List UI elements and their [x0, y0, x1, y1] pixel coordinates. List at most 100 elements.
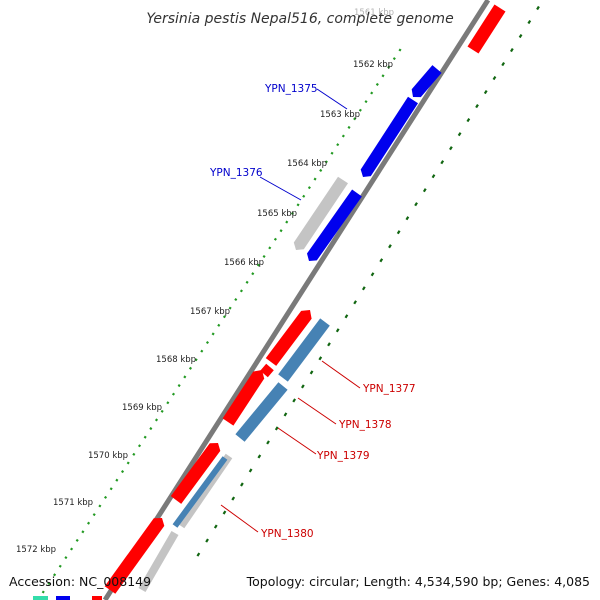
outer-dot [370, 91, 374, 95]
inner-dot [370, 272, 375, 277]
outer-dot [64, 556, 68, 560]
gene-label[interactable]: YPN_1379 [316, 450, 370, 462]
outer-dot [353, 117, 357, 121]
inner-dot [301, 384, 305, 389]
outer-dot [239, 289, 243, 293]
gene-label[interactable]: YPN_1375 [264, 83, 318, 95]
outer-dot [87, 521, 91, 525]
outer-dot [149, 427, 153, 431]
outer-dot [109, 487, 113, 491]
outer-dot [104, 495, 108, 499]
inner-dot [483, 90, 488, 95]
outer-dot [234, 297, 238, 302]
gene-label[interactable]: YPN_1376 [209, 167, 263, 179]
inner-dot [361, 286, 366, 291]
inner-dot [492, 76, 497, 81]
kbp-tick-label: 1562 kbp [353, 60, 393, 70]
forward-gene [170, 443, 221, 504]
kbp-tick-label: 1563 kbp [320, 110, 360, 120]
dot-tracks [41, 5, 540, 594]
inner-dot [536, 5, 540, 11]
inner-dot [205, 538, 209, 543]
genome-backbone [102, 0, 491, 600]
accession-text: Accession: NC_008149 [9, 574, 152, 589]
inner-dot [327, 342, 331, 347]
reverse-gene [307, 189, 362, 261]
gene-features [33, 4, 506, 600]
inner-dot [466, 118, 471, 123]
gene-label[interactable]: YPN_1380 [260, 528, 314, 540]
outer-dot [194, 358, 198, 362]
outer-dot [364, 100, 368, 104]
inner-dot [248, 468, 253, 473]
outer-dot [171, 392, 176, 396]
inner-dot [240, 482, 244, 487]
kbp-tick-label: 1571 kbp [53, 498, 93, 508]
outer-dot [319, 168, 323, 172]
reverse-gene [360, 96, 418, 177]
inner-dot [344, 314, 349, 319]
kbp-tick-label: 1570 kbp [88, 451, 128, 461]
outer-dot [262, 254, 266, 259]
gene-label[interactable]: YPN_1378 [338, 419, 392, 431]
outer-dot [296, 203, 300, 207]
inner-dot [213, 524, 218, 529]
inner-dot [457, 132, 462, 137]
pseudo-gene [138, 531, 179, 592]
outer-dot [70, 547, 74, 551]
outer-dot [205, 341, 209, 345]
outer-dot [302, 194, 306, 198]
inner-dot [527, 19, 532, 25]
kbp-ticks: 1561 kbp 1562 kbp 1563 kbp 1564 kbp 1565 kbp… [16, 8, 394, 555]
outer-dot [222, 315, 226, 319]
map-title: Yersinia pestis Nepal516, complete genom… [146, 11, 453, 27]
rna-gene [235, 382, 288, 442]
outer-dot [324, 160, 328, 164]
inner-dot [292, 398, 297, 403]
outer-dot [358, 108, 362, 112]
inner-dot [353, 300, 357, 305]
outer-dot [81, 530, 85, 534]
inner-dot [449, 146, 453, 151]
outer-dot [392, 57, 396, 61]
outer-dot [177, 384, 181, 388]
pseudo-gene [177, 453, 233, 529]
forward-gene [467, 4, 506, 54]
inner-dot [475, 104, 479, 109]
outer-dot [53, 573, 57, 577]
label-leader-line [297, 397, 337, 425]
outer-dot [336, 143, 340, 147]
inner-dot [318, 356, 323, 361]
forward-gene [104, 518, 165, 594]
outer-dot [115, 478, 119, 482]
outer-dot [251, 272, 255, 276]
outer-dot [160, 409, 164, 413]
outer-dot [92, 513, 96, 517]
inner-dot [335, 328, 340, 333]
edge-feature [92, 596, 102, 600]
inner-dot [379, 258, 384, 263]
outer-dot [137, 444, 142, 448]
inner-dot [196, 552, 201, 557]
inner-dot [396, 230, 401, 235]
outer-dot [166, 401, 170, 405]
outer-dot [285, 220, 289, 224]
outer-dot [188, 366, 193, 370]
inner-dot [283, 412, 288, 417]
inner-dot [405, 216, 410, 221]
kbp-tick-label: 1569 kbp [122, 403, 162, 413]
inner-dot [222, 510, 227, 515]
rna-gene [172, 456, 228, 528]
outer-dot [245, 280, 249, 284]
outer-dot [41, 590, 45, 594]
gene-label[interactable]: YPN_1377 [362, 383, 416, 395]
outer-dot [143, 435, 147, 439]
inner-dot [518, 33, 523, 39]
label-leader-line [321, 360, 361, 389]
outer-dot [47, 581, 51, 585]
inner-dot [257, 454, 262, 459]
outer-dot [381, 74, 385, 78]
outer-dot [75, 538, 79, 542]
kbp-tick-label: 1564 kbp [287, 159, 327, 169]
inner-dot [414, 202, 418, 207]
